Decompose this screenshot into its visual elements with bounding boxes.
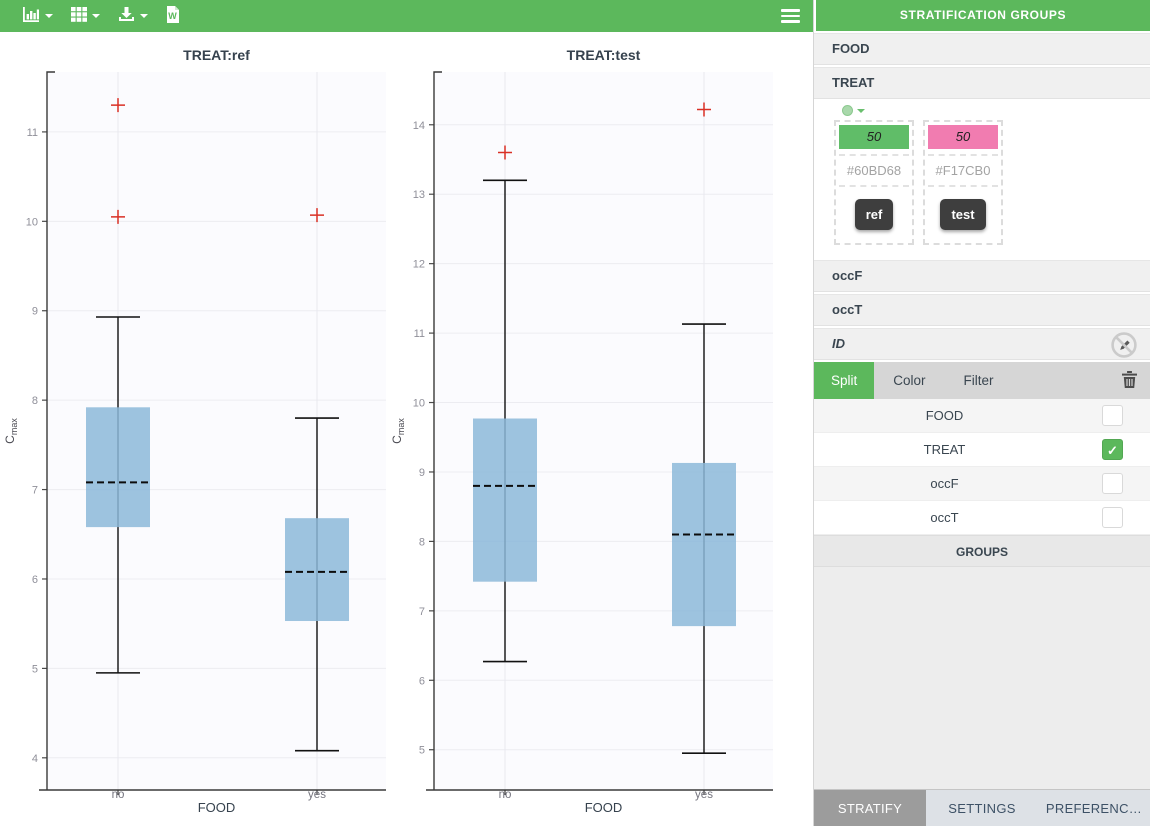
- y-tick-label: 4: [32, 753, 38, 765]
- checkbox-food[interactable]: [1102, 405, 1123, 426]
- accordion-item-occt[interactable]: occT: [814, 294, 1150, 326]
- y-tick-label: 5: [419, 745, 425, 757]
- y-axis-line: [46, 71, 55, 790]
- y-tick-label: 9: [419, 467, 425, 479]
- table-grid-icon: [71, 7, 87, 25]
- accordion-item-id[interactable]: ID: [814, 328, 1150, 360]
- download-icon: [118, 6, 135, 26]
- table-menu-button[interactable]: [67, 5, 104, 27]
- y-tick-label: 9: [32, 306, 38, 318]
- tab-stratify[interactable]: STRATIFY: [814, 790, 926, 826]
- y-tick-label: 6: [419, 675, 425, 687]
- treat-groups-panel: 50 #60BD68 ref 50 #F17CB0 test: [814, 99, 1150, 258]
- split-row-occt[interactable]: occT: [814, 501, 1150, 535]
- split-row-treat[interactable]: TREAT: [814, 433, 1150, 467]
- sidebar-footer-tabs: STRATIFY SETTINGS PREFERENC…: [814, 789, 1150, 826]
- hamburger-menu-button[interactable]: [770, 0, 810, 32]
- sidebar-title: STRATIFICATION GROUPS: [814, 0, 1150, 31]
- outlier-cross: [310, 208, 324, 223]
- tab-preferences[interactable]: PREFERENC…: [1045, 801, 1143, 816]
- download-menu-button[interactable]: [114, 5, 152, 28]
- box-iqr: [285, 518, 349, 622]
- accordion-item-treat[interactable]: TREAT: [814, 67, 1150, 99]
- outlier-cross: [111, 98, 125, 113]
- y-tick-label: 14: [413, 120, 425, 132]
- group-ref-button[interactable]: ref: [854, 199, 894, 230]
- stratify-tabbar: Split Color Filter: [814, 362, 1150, 399]
- palette-dropdown-button[interactable]: [842, 105, 865, 116]
- stratification-sidebar: STRATIFICATION GROUPS FOOD TREAT 50 #60B…: [813, 0, 1150, 826]
- chart-type-menu-button[interactable]: [18, 5, 57, 28]
- bar-chart-icon: [22, 6, 40, 26]
- x-category-label: no: [112, 789, 125, 801]
- sidebar-empty-area: [814, 567, 1150, 789]
- y-tick-label: 12: [413, 259, 425, 271]
- y-axis-line: [433, 71, 442, 790]
- accordion-item-food[interactable]: FOOD: [814, 33, 1150, 65]
- trash-icon: [1122, 370, 1137, 391]
- boxplot-chart-treat-ref: 4 5 6 7 8 9 10 11 no yes TREAT:ref FOOD Cmax: [3, 47, 386, 815]
- tab-split[interactable]: Split: [814, 362, 875, 399]
- tab-filter[interactable]: Filter: [963, 373, 994, 388]
- box-iqr: [473, 418, 537, 582]
- svg-text:W: W: [168, 11, 177, 21]
- group-cards: 50 #60BD68 ref 50 #F17CB0 test: [834, 120, 1150, 245]
- y-tick-label: 5: [32, 663, 38, 675]
- chevron-down-icon: [140, 14, 148, 18]
- chart-title: TREAT:test: [567, 47, 641, 63]
- x-axis-label: FOOD: [585, 800, 623, 815]
- x-category-label: yes: [308, 789, 326, 801]
- y-tick-label: 10: [26, 216, 38, 228]
- group-color-hex: #F17CB0: [928, 154, 998, 187]
- outlier-cross: [697, 102, 711, 117]
- word-file-icon: W: [166, 6, 180, 26]
- checkbox-treat[interactable]: [1102, 439, 1123, 460]
- tab-color[interactable]: Color: [893, 373, 926, 388]
- group-count-badge: 50: [928, 125, 998, 149]
- no-edit-pencil-icon: [1110, 331, 1138, 370]
- group-card-test: 50 #F17CB0 test: [923, 120, 1003, 245]
- tab-settings[interactable]: SETTINGS: [948, 801, 1016, 816]
- chart-title: TREAT:ref: [183, 47, 250, 63]
- groups-section-header: GROUPS: [814, 535, 1150, 567]
- x-category-label: no: [499, 789, 512, 801]
- checkbox-occf[interactable]: [1102, 473, 1123, 494]
- box-iqr: [86, 407, 150, 528]
- chevron-down-icon: [45, 14, 53, 18]
- x-axis-label: FOOD: [198, 800, 236, 815]
- y-tick-label: 13: [413, 189, 425, 201]
- chevron-down-icon: [92, 14, 100, 18]
- charts-area: 4 5 6 7 8 9 10 11 no yes TREAT:ref FOOD Cmax 5 6 7 8 9 10…: [0, 32, 813, 826]
- checkbox-occt[interactable]: [1102, 507, 1123, 528]
- y-tick-label: 6: [32, 574, 38, 586]
- y-axis-label: Cmax: [3, 418, 19, 444]
- trash-button[interactable]: [1122, 362, 1137, 399]
- y-tick-label: 11: [414, 328, 425, 340]
- word-export-button[interactable]: W: [162, 4, 184, 28]
- group-card-ref: 50 #60BD68 ref: [834, 120, 914, 245]
- y-tick-label: 7: [419, 606, 425, 618]
- group-color-hex: #60BD68: [839, 154, 909, 187]
- group-test-button[interactable]: test: [940, 199, 986, 230]
- hamburger-icon: [780, 9, 800, 12]
- y-tick-label: 8: [32, 395, 38, 407]
- y-tick-label: 10: [413, 398, 425, 410]
- accordion-item-occf[interactable]: occF: [814, 260, 1150, 292]
- palette-icon: [842, 105, 853, 116]
- y-tick-label: 11: [27, 127, 38, 139]
- split-row-food[interactable]: FOOD: [814, 399, 1150, 433]
- chevron-down-icon: [857, 108, 865, 113]
- outlier-cross: [111, 209, 125, 224]
- x-category-label: yes: [695, 789, 713, 801]
- group-count-badge: 50: [839, 125, 909, 149]
- box-iqr: [672, 462, 736, 627]
- split-row-occf[interactable]: occF: [814, 467, 1150, 501]
- outlier-cross: [498, 145, 512, 160]
- toolbar-icon-group: W: [0, 4, 184, 28]
- y-tick-label: 8: [419, 536, 425, 548]
- boxplot-chart-treat-test: 5 6 7 8 9 10 11 12 13 14 no yes TREAT:test FOOD Cmax: [390, 47, 773, 815]
- y-tick-label: 7: [32, 485, 38, 497]
- y-axis-label: Cmax: [390, 418, 406, 444]
